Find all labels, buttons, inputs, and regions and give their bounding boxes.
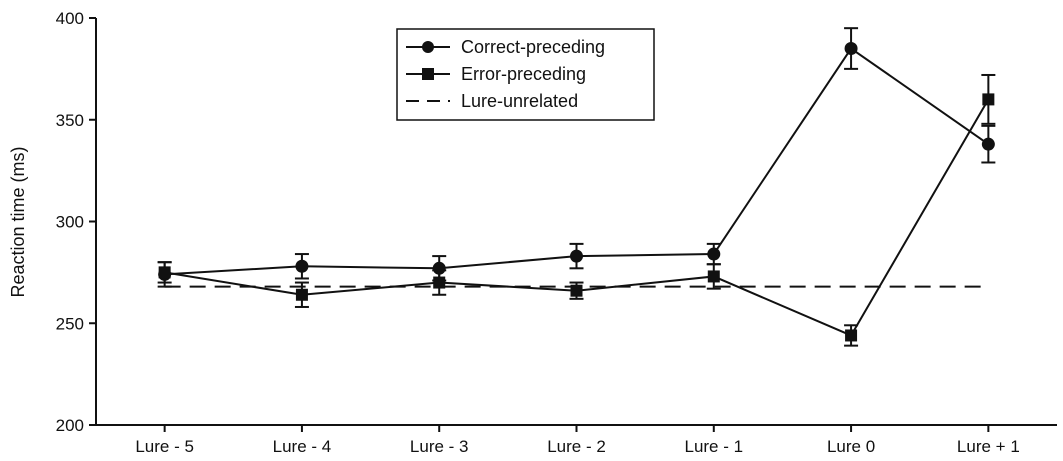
data-point-circle	[432, 261, 446, 275]
x-axis: Lure - 5 Lure - 4 Lure - 3 Lure - 2 Lure - 1…	[96, 424, 1057, 456]
y-axis: 200 250 300 350 400	[56, 9, 97, 435]
legend-label-error-preceding: Error-preceding	[461, 64, 586, 84]
data-point-square	[295, 288, 308, 301]
series-layer	[157, 27, 996, 347]
y-axis-title: Reaction time (ms)	[8, 146, 28, 297]
y-tick-label: 300	[56, 213, 84, 232]
data-point-circle	[570, 249, 583, 263]
data-point-square	[845, 329, 858, 342]
data-point-square	[982, 93, 995, 106]
data-point-square	[570, 284, 583, 297]
x-tick-label: Lure - 1	[684, 437, 743, 456]
series-line	[164, 98, 990, 337]
legend-label-correct-preceding: Correct-preceding	[461, 37, 605, 57]
x-tick-label: Lure - 4	[273, 437, 332, 456]
data-point-square	[158, 266, 171, 279]
legend-marker-square	[422, 68, 434, 80]
legend-marker-circle	[422, 41, 434, 53]
legend-label-lure-unrelated: Lure-unrelated	[461, 91, 578, 111]
y-tick-label: 400	[56, 9, 84, 28]
legend-item-lure-unrelated: Lure-unrelated	[406, 91, 578, 111]
legend: Correct-preceding Error-preceding Lure-u…	[396, 28, 655, 121]
data-point-circle	[295, 259, 309, 273]
y-tick-label: 350	[56, 111, 84, 130]
data-point-circle	[981, 137, 995, 151]
y-tick-label: 200	[56, 416, 84, 435]
legend-item-error-preceding: Error-preceding	[406, 64, 586, 84]
data-point-square	[707, 270, 720, 283]
x-tick-label: Lure 0	[827, 437, 875, 456]
series-correct-preceding	[157, 27, 996, 288]
x-tick-label: Lure - 3	[410, 437, 469, 456]
x-tick-label: Lure - 2	[547, 437, 606, 456]
data-point-square	[433, 276, 446, 289]
data-point-circle	[844, 42, 858, 56]
series-error-preceding	[157, 73, 996, 347]
legend-item-correct-preceding: Correct-preceding	[406, 37, 605, 57]
x-tick-label: Lure + 1	[957, 437, 1020, 456]
y-tick-label: 250	[56, 314, 84, 333]
x-tick-label: Lure - 5	[135, 437, 194, 456]
data-point-circle	[707, 247, 721, 261]
